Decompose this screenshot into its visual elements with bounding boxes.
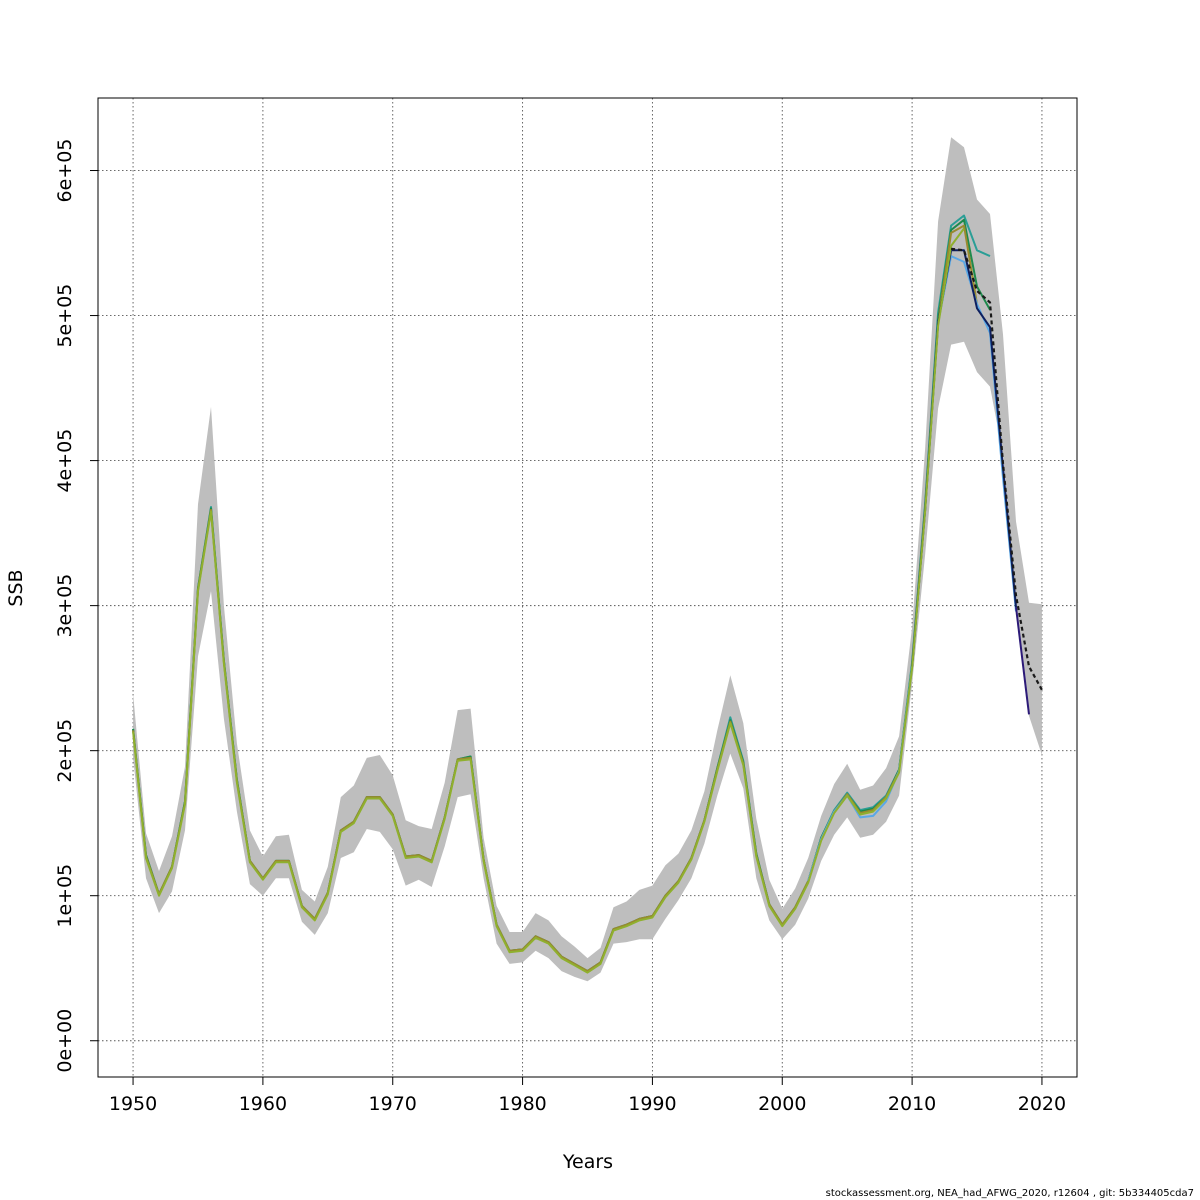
x-axis-title: Years [562, 1151, 613, 1173]
y-tick-label: 2e+05 [54, 719, 76, 783]
series-line-7 [132, 227, 965, 974]
y-tick-label: 3e+05 [54, 574, 76, 638]
y-tick-label: 1e+05 [54, 864, 76, 928]
confidence-band [133, 137, 1042, 982]
x-tick-label: 2000 [758, 1093, 806, 1115]
x-tick-label: 1960 [239, 1093, 287, 1115]
y-tick-label: 0e+00 [54, 1009, 76, 1073]
y-axis-title: SSB [5, 569, 27, 606]
x-tick-label: 1990 [628, 1093, 676, 1115]
y-tick-label: 6e+05 [54, 139, 76, 203]
x-tick-label: 1980 [498, 1093, 546, 1115]
x-tick-label: 2010 [888, 1093, 936, 1115]
y-tick-label: 5e+05 [54, 284, 76, 348]
series-line-6 [1015, 606, 1030, 715]
x-axis: 1950 1960 1970 1980 1990 2000 2010 2020 [109, 1076, 1066, 1115]
x-tick-label: 1950 [109, 1093, 157, 1115]
x-tick-label: 2020 [1018, 1093, 1066, 1115]
grid-lines [98, 98, 1077, 1077]
series-lines [132, 214, 1043, 974]
y-tick-label: 4e+05 [54, 429, 76, 493]
series-line-8 [950, 247, 1043, 691]
footer-credit: stockassessment.org, NEA_had_AFWG_2020, … [826, 1188, 1194, 1199]
y-axis: 0e+00 1e+05 2e+05 3e+05 4e+05 5e+05 6e+05 [54, 139, 99, 1073]
x-tick-label: 1970 [369, 1093, 417, 1115]
